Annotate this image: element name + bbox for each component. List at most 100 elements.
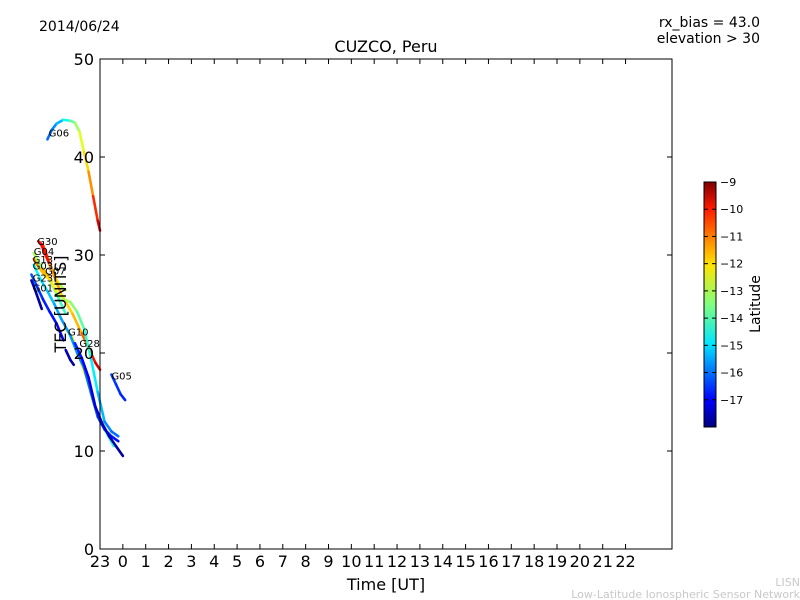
- series-segment: [71, 312, 84, 335]
- x-tick-label: 4: [209, 552, 219, 571]
- series-segment: [48, 263, 63, 296]
- x-tick-label: 19: [547, 552, 567, 571]
- series-segment: [75, 310, 86, 330]
- colorbar-tick-label: −15: [720, 339, 743, 352]
- series-segment: [52, 302, 63, 321]
- footer-lisn: LISN: [775, 576, 800, 589]
- series-segment: [46, 128, 54, 141]
- series-segment: [39, 278, 49, 293]
- series-segment: [68, 300, 79, 314]
- series-segment: [43, 274, 54, 283]
- date-label: 2014/06/24: [39, 19, 120, 35]
- x-tick-label: 3: [186, 552, 196, 571]
- series-segment: [73, 121, 81, 133]
- series-segment: [48, 310, 58, 325]
- colorbar-tick-label: −12: [720, 258, 743, 271]
- series-segment: [68, 358, 76, 367]
- series-segment: [100, 422, 111, 438]
- series-g01: [30, 279, 44, 311]
- series-segment: [64, 348, 72, 362]
- y-tick-label: 0: [84, 540, 94, 559]
- x-tick-label: 14: [433, 552, 453, 571]
- colorbar: [703, 181, 717, 428]
- x-tick-label: 17: [501, 552, 521, 571]
- series-unlabeled: [73, 341, 125, 458]
- x-tick-label: 8: [301, 552, 311, 571]
- series-label: G13: [33, 255, 53, 266]
- y-tick-label: 50: [74, 50, 94, 69]
- y-tick-label: 30: [74, 246, 94, 265]
- series-segment: [119, 392, 127, 402]
- y-tick-label: 10: [74, 442, 94, 461]
- colorbar-tick-label: −10: [720, 203, 743, 216]
- x-tick-label: 18: [524, 552, 544, 571]
- x-tick-label: 2: [163, 552, 173, 571]
- y-tick-label: 20: [74, 344, 94, 363]
- x-tick-label: 23: [90, 552, 110, 571]
- colorbar-tick-label: −13: [720, 285, 743, 298]
- series-label: G23: [33, 273, 53, 284]
- colorbar-tick-label: −9: [720, 176, 736, 189]
- series-segment: [82, 150, 90, 173]
- params-line-2: elevation > 30: [657, 31, 760, 47]
- series-segment: [80, 356, 90, 379]
- series-segment: [94, 405, 104, 425]
- series-segment: [55, 322, 65, 342]
- series-segment: [37, 297, 44, 311]
- series-label: G10: [68, 327, 88, 338]
- colorbar-tick-label: −16: [720, 367, 743, 380]
- footer-network: Low-Latitude Ionospheric Sensor Network: [571, 588, 800, 600]
- x-tick-label: 12: [387, 552, 407, 571]
- series-segment: [68, 334, 79, 355]
- series-segment: [59, 285, 68, 292]
- x-tick-label: 16: [478, 552, 498, 571]
- series-unlabeled: [64, 348, 76, 367]
- params-line-1: rx_bias = 43.0: [659, 15, 760, 31]
- colorbar-tick-label: −14: [720, 312, 743, 325]
- series-segment: [110, 430, 120, 438]
- series-segment: [30, 273, 38, 286]
- series-layer: [30, 118, 127, 458]
- series-label: G05: [111, 371, 131, 382]
- colorbar-ticks: −9 −10 −11 −12 −13 −14 −15 −16 −17: [704, 176, 743, 407]
- series-label: G04: [34, 247, 54, 258]
- series-segment: [103, 420, 113, 433]
- x-tick-label: 0: [118, 552, 128, 571]
- colorbar-tick-label: −11: [720, 230, 743, 243]
- x-tick-label: 15: [455, 552, 475, 571]
- series-segment: [57, 297, 68, 316]
- series-label: G28: [79, 339, 99, 350]
- series-segment: [73, 341, 84, 360]
- series-segment: [87, 376, 97, 409]
- series-segment: [107, 434, 118, 448]
- x-tick-label: 10: [341, 552, 361, 571]
- series-segment: [91, 194, 100, 222]
- series-label: G07: [45, 267, 65, 278]
- series-label: G03: [33, 262, 53, 273]
- series-g06: [46, 118, 102, 232]
- x-tick-label: 5: [232, 552, 242, 571]
- x-tick-label: 1: [141, 552, 151, 571]
- y-axis: 0 10 20 30 40 50: [74, 50, 672, 559]
- series-segment: [39, 241, 52, 267]
- series-segment: [41, 297, 52, 314]
- x-tick-label: 22: [615, 552, 635, 571]
- series-segment: [59, 317, 72, 337]
- y-axis-label: TEC [UNITS]: [51, 256, 70, 354]
- series-segment: [110, 373, 118, 386]
- series-segment: [32, 251, 40, 264]
- colorbar-label: Latitude: [748, 275, 764, 333]
- series-segment: [34, 283, 45, 301]
- colorbar-tick-label: −17: [720, 394, 743, 407]
- series-segment: [89, 356, 100, 394]
- chart-title: CUZCO, Peru: [334, 37, 437, 56]
- series-segment: [30, 279, 37, 291]
- series-label: G06: [49, 128, 69, 139]
- series-segment: [55, 290, 65, 301]
- series-segment: [78, 130, 86, 154]
- x-tick-label: 11: [364, 552, 384, 571]
- series-segment: [114, 444, 125, 458]
- y-tick-label: 40: [74, 148, 94, 167]
